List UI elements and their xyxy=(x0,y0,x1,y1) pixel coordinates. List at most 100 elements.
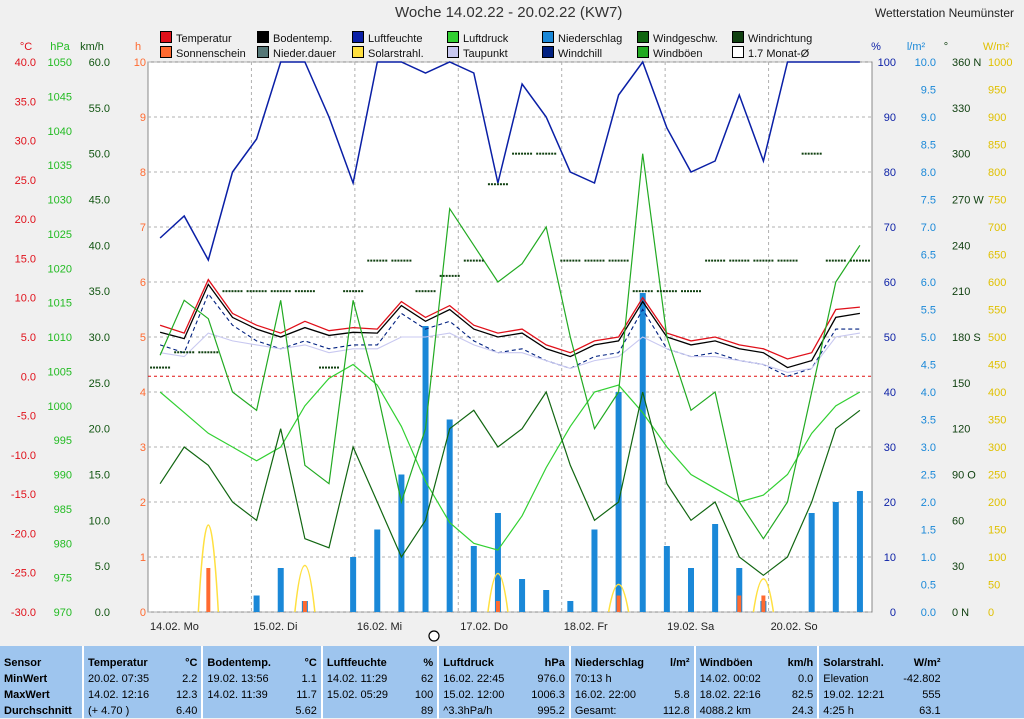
y-tick-label: 150 xyxy=(988,525,1006,537)
y-tick-label: 80 xyxy=(884,167,896,179)
winddir-dot xyxy=(708,259,711,262)
y-tick-label: 975 xyxy=(54,573,72,585)
stat-avg-note: 4:25 h xyxy=(817,703,900,719)
winddir-dot xyxy=(864,259,867,262)
legend-swatch xyxy=(352,31,364,43)
axis-unit-label: km/h xyxy=(80,41,104,53)
y-tick-label: 0.0 xyxy=(95,607,110,619)
axis-unit-label: ° xyxy=(944,41,948,53)
stat-name: Temperatur xyxy=(82,646,172,671)
winddir-dot xyxy=(732,259,735,262)
y-tick-label: 0.0 xyxy=(921,607,936,619)
winddir-dot xyxy=(635,290,638,293)
winddir-dot xyxy=(358,290,361,293)
axis-unit-label: h xyxy=(135,41,141,53)
y-tick-label: 25.0 xyxy=(15,175,36,187)
winddir-dot xyxy=(162,366,165,369)
y-tick-label: -25.0 xyxy=(11,568,36,580)
x-tick-label: 15.02. Di xyxy=(253,621,297,633)
x-tick-label: 20.02. So xyxy=(771,621,818,633)
stat-name: Luftdruck xyxy=(437,646,528,671)
winddir-dot xyxy=(521,152,524,155)
y-tick-label: 60 xyxy=(952,515,964,527)
winddir-dot xyxy=(623,259,626,262)
winddir-dot xyxy=(352,290,355,293)
stat-max-time: 15.02. 05:29 xyxy=(320,687,411,703)
winddir-dot xyxy=(843,259,846,262)
rain-bar xyxy=(253,595,260,612)
winddir-dot xyxy=(493,183,496,186)
stat-avg: 995.2 xyxy=(537,705,565,717)
y-tick-label: 50 xyxy=(988,580,1000,592)
stat-max: 5.8 xyxy=(674,689,690,701)
legend-swatch xyxy=(257,46,269,58)
winddir-dot xyxy=(852,259,855,262)
stat-avg: 89 xyxy=(420,705,434,717)
chart-title: Woche 14.02.22 - 20.02.22 (KW7) xyxy=(395,4,623,21)
legend-label: Windchill xyxy=(558,48,603,60)
y-tick-label: 8.0 xyxy=(921,167,936,179)
winddir-dot xyxy=(303,290,306,293)
stat-min: 976.0 xyxy=(537,673,565,685)
rain-bar xyxy=(398,474,405,612)
stat-unit: hPa xyxy=(544,657,565,669)
winddir-dot xyxy=(186,351,189,354)
y-tick-label: 1000 xyxy=(988,57,1012,69)
winddir-dot xyxy=(753,259,756,262)
y-tick-label: 980 xyxy=(54,538,72,550)
winddir-dot xyxy=(524,152,527,155)
winddir-dot xyxy=(563,259,566,262)
winddir-dot xyxy=(756,259,759,262)
rain-bar xyxy=(543,590,550,612)
y-tick-label: 9.5 xyxy=(921,85,936,97)
y-tick-label: 1025 xyxy=(48,229,72,241)
winddir-dot xyxy=(518,152,521,155)
y-tick-label: 5.0 xyxy=(921,332,936,344)
winddir-dot xyxy=(466,259,469,262)
legend-label: Solarstrahl. xyxy=(368,48,424,60)
legend-label: Windrichtung xyxy=(748,33,813,45)
winddir-dot xyxy=(156,366,159,369)
y-tick-label: 0 xyxy=(988,607,994,619)
y-tick-label: 2.5 xyxy=(921,470,936,482)
y-tick-label: 0.0 xyxy=(21,371,36,383)
winddir-dot xyxy=(780,259,783,262)
y-tick-label: 1040 xyxy=(48,126,72,138)
winddir-dot xyxy=(527,152,530,155)
winddir-dot xyxy=(584,259,587,262)
rain-bar xyxy=(374,529,381,612)
winddir-dot xyxy=(451,274,454,277)
x-tick-label: 14.02. Mo xyxy=(150,621,199,633)
winddir-dot xyxy=(153,366,156,369)
winddir-dot xyxy=(801,152,804,155)
stat-max: 1006.3 xyxy=(531,689,565,701)
stat-max-time: 16.02. 22:00 xyxy=(568,687,659,703)
axis-unit-label: W/m² xyxy=(983,41,1010,53)
y-tick-label: 1030 xyxy=(48,195,72,207)
rain-bar xyxy=(350,557,357,612)
winddir-dot xyxy=(337,366,339,369)
y-tick-label: 0 N xyxy=(952,607,969,619)
y-tick-label: 5.5 xyxy=(921,305,936,317)
y-tick-label: 30 xyxy=(884,442,896,454)
winddir-dot xyxy=(252,290,255,293)
winddir-dot xyxy=(213,351,216,354)
y-tick-label: -15.0 xyxy=(11,489,36,501)
y-tick-label: 650 xyxy=(988,250,1006,262)
winddir-dot xyxy=(717,259,720,262)
y-tick-label: 120 xyxy=(952,424,970,436)
y-tick-label: 6.0 xyxy=(921,277,936,289)
winddir-dot xyxy=(711,259,714,262)
winddir-dot xyxy=(792,259,795,262)
winddir-dot xyxy=(665,290,668,293)
winddir-dot xyxy=(674,290,677,293)
stat-avg: 112.8 xyxy=(662,705,690,717)
winddir-dot xyxy=(294,290,297,293)
winddir-dot xyxy=(370,259,373,262)
y-tick-label: -30.0 xyxy=(11,607,36,619)
legend-item: 1.7 Monat-Ø xyxy=(732,46,809,60)
y-tick-label: 900 xyxy=(988,112,1006,124)
y-tick-label: 50 xyxy=(884,332,896,344)
winddir-dot xyxy=(650,290,653,293)
stat-unit: l/m² xyxy=(670,657,690,669)
